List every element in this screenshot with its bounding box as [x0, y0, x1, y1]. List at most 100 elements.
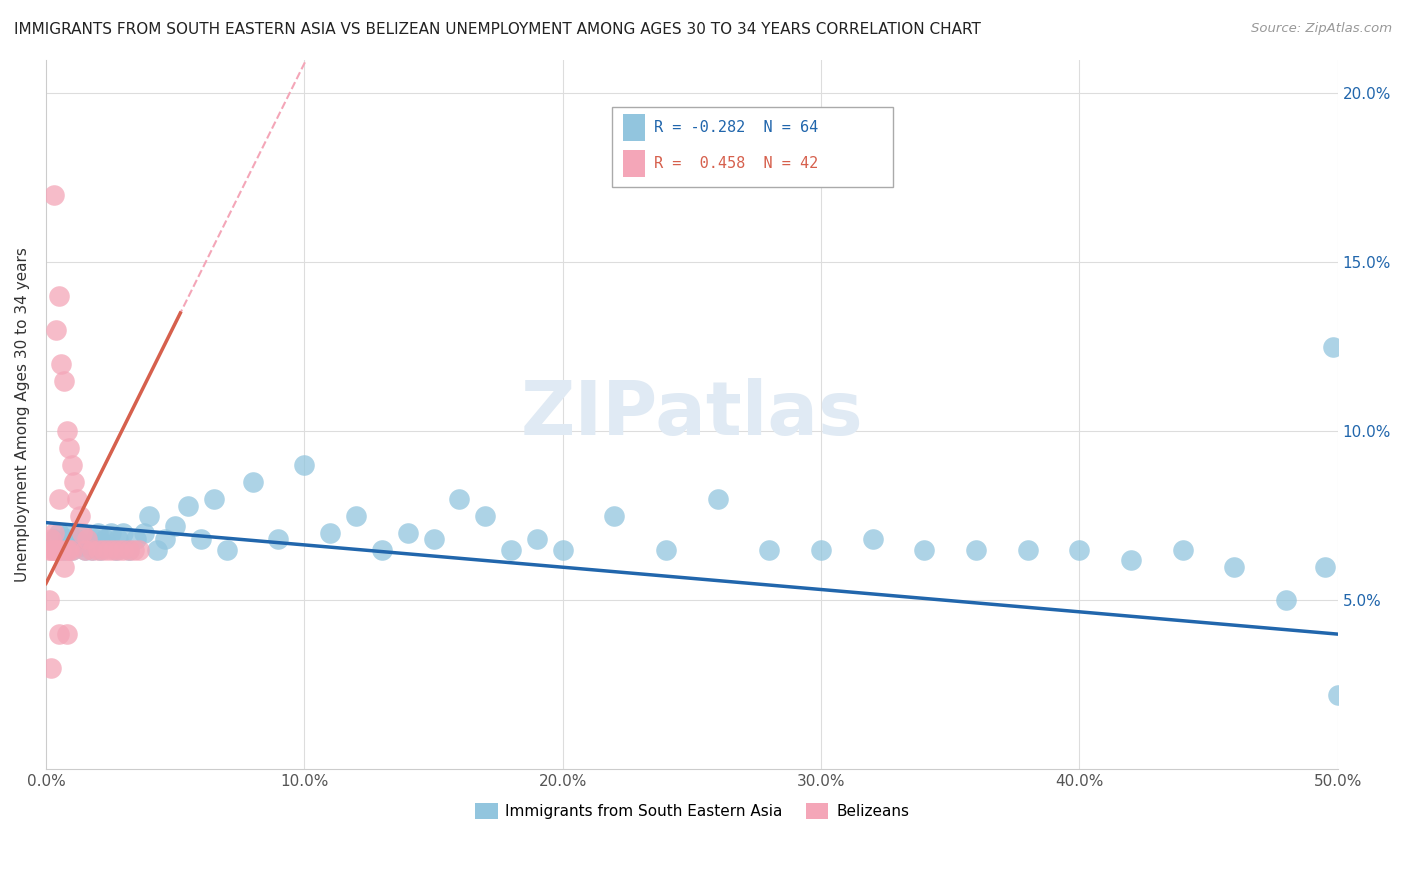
Point — [48, 289, 70, 303]
Point — [91, 536, 114, 550]
Point — [499, 542, 522, 557]
Point — [42, 542, 65, 557]
Point — [215, 542, 238, 557]
Point — [58, 525, 80, 540]
Point — [55, 533, 77, 547]
Point — [267, 533, 290, 547]
Point — [53, 542, 76, 557]
Point — [48, 491, 70, 506]
Point — [128, 542, 150, 557]
Point — [45, 323, 67, 337]
Point — [706, 491, 728, 506]
Point — [396, 525, 419, 540]
Point — [371, 542, 394, 557]
Point — [292, 458, 315, 472]
Point — [165, 519, 187, 533]
Point — [51, 542, 73, 557]
Y-axis label: Unemployment Among Ages 30 to 34 years: Unemployment Among Ages 30 to 34 years — [15, 247, 30, 582]
Point — [69, 539, 91, 553]
Point — [190, 533, 212, 547]
Text: R =  0.458  N = 42: R = 0.458 N = 42 — [654, 156, 818, 171]
Point — [202, 491, 225, 506]
Point — [97, 539, 120, 553]
Point — [177, 499, 200, 513]
Point — [117, 542, 139, 557]
Point — [42, 187, 65, 202]
Point — [55, 425, 77, 439]
Point — [60, 542, 83, 557]
Point — [107, 533, 129, 547]
Point — [449, 491, 471, 506]
Point — [107, 542, 129, 557]
Point — [48, 525, 70, 540]
Point — [912, 542, 935, 557]
Point — [112, 525, 135, 540]
Point — [39, 661, 62, 675]
Point — [66, 533, 89, 547]
Point — [242, 475, 264, 489]
Point — [97, 542, 120, 557]
Point — [42, 542, 65, 557]
Point — [84, 533, 107, 547]
Point — [55, 627, 77, 641]
Point — [76, 533, 98, 547]
Point — [1326, 688, 1348, 702]
Point — [551, 542, 574, 557]
Point — [89, 542, 111, 557]
Point — [1069, 542, 1091, 557]
Point — [1322, 340, 1344, 354]
Point — [146, 542, 169, 557]
Point — [76, 533, 98, 547]
Point — [42, 525, 65, 540]
Point — [79, 539, 101, 553]
Point — [42, 533, 65, 547]
Point — [82, 542, 104, 557]
Legend: Immigrants from South Eastern Asia, Belizeans: Immigrants from South Eastern Asia, Beli… — [468, 797, 915, 825]
Point — [38, 593, 60, 607]
Point — [69, 508, 91, 523]
Text: ZIPatlas: ZIPatlas — [520, 378, 863, 451]
Point — [758, 542, 780, 557]
Point — [58, 542, 80, 557]
Point — [319, 525, 342, 540]
Point — [153, 533, 176, 547]
Point — [39, 533, 62, 547]
Point — [474, 508, 496, 523]
Point — [125, 533, 148, 547]
Point — [344, 508, 367, 523]
Point — [101, 542, 124, 557]
Point — [526, 533, 548, 547]
Point — [1171, 542, 1194, 557]
Point — [45, 542, 67, 557]
Point — [100, 525, 122, 540]
Point — [70, 525, 93, 540]
Point — [70, 525, 93, 540]
Point — [603, 508, 626, 523]
Point — [122, 542, 145, 557]
Point — [48, 627, 70, 641]
Point — [655, 542, 678, 557]
Point — [1119, 553, 1142, 567]
Point — [55, 542, 77, 557]
Point — [86, 525, 108, 540]
Point — [58, 442, 80, 456]
Point — [1275, 593, 1298, 607]
Point — [134, 525, 156, 540]
Point — [38, 542, 60, 557]
Point — [138, 508, 160, 523]
Point — [51, 357, 73, 371]
Point — [422, 533, 444, 547]
Point — [53, 374, 76, 388]
Point — [63, 475, 86, 489]
Point — [112, 542, 135, 557]
Point — [810, 542, 832, 557]
Point — [1223, 559, 1246, 574]
Point — [862, 533, 884, 547]
Point — [104, 542, 127, 557]
Point — [1017, 542, 1039, 557]
Point — [66, 491, 89, 506]
Point — [53, 559, 76, 574]
Point — [1313, 559, 1336, 574]
Point — [73, 542, 96, 557]
Point — [60, 458, 83, 472]
